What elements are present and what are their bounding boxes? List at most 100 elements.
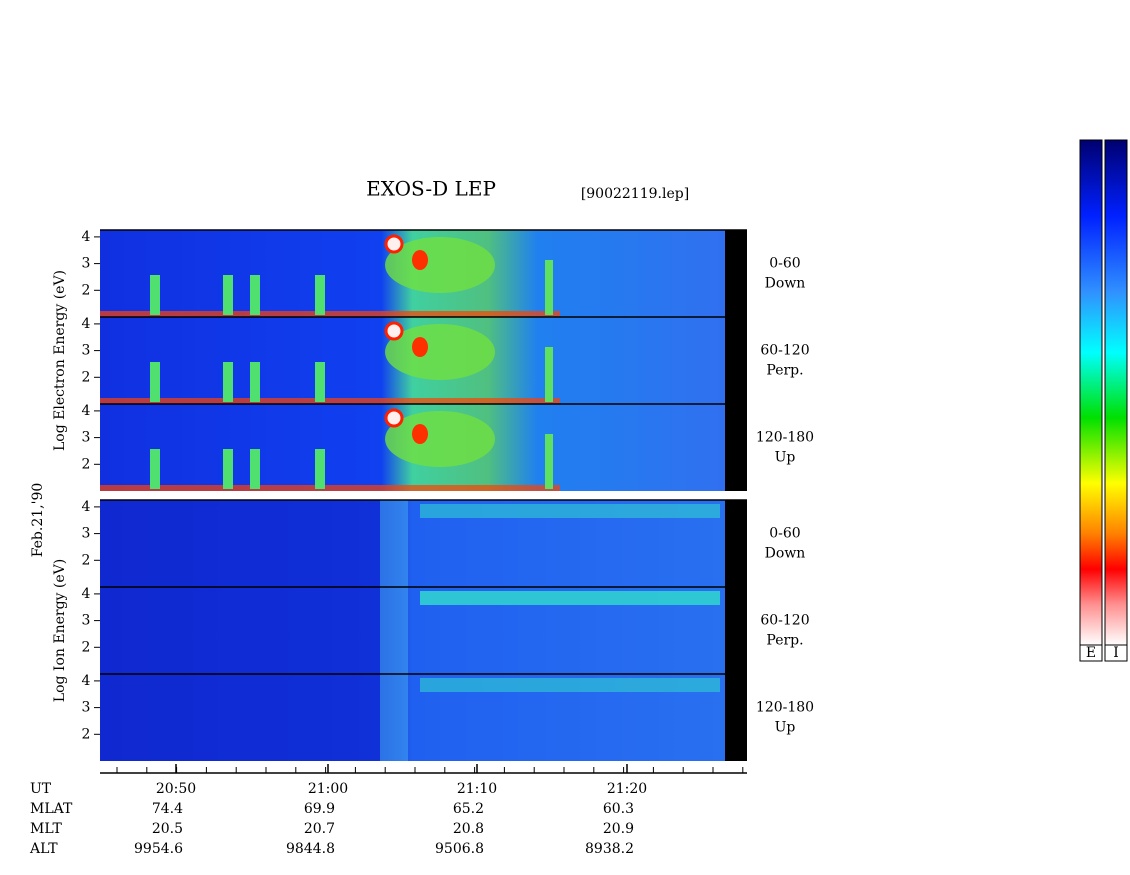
panel-direction: Up: [775, 450, 796, 466]
orbit-value: 20.5: [152, 821, 183, 837]
feature: [384, 321, 404, 341]
y-tick-label: 4: [82, 316, 91, 332]
feature: [315, 449, 325, 489]
black-strip: [725, 404, 747, 491]
feature: [412, 337, 428, 357]
y-tick-label: 2: [82, 369, 91, 385]
y-tick-label: 4: [82, 229, 91, 245]
y-tick-label: 4: [82, 673, 91, 689]
y-tick-label: 3: [82, 256, 91, 272]
y-tick-label: 4: [82, 499, 91, 515]
y-tick-label: 3: [82, 613, 91, 629]
title: EXOS-D LEP: [366, 177, 496, 201]
panel-range: 60-120: [760, 613, 809, 629]
panel-range: 120-180: [756, 700, 814, 716]
y-tick-label: 2: [82, 639, 91, 655]
feature: [384, 408, 404, 428]
low-energy-band: [100, 485, 560, 491]
orbit-value: 20.9: [603, 821, 634, 837]
row-name: MLAT: [30, 801, 73, 817]
feature: [420, 591, 720, 605]
y-tick-label: 4: [82, 403, 91, 419]
color-bar-label: E: [1086, 645, 1096, 661]
panel-direction: Down: [765, 276, 806, 292]
panel-range: 0-60: [769, 526, 800, 542]
orbit-value: 65.2: [453, 801, 484, 817]
feature: [545, 347, 553, 402]
feature: [150, 275, 160, 315]
species-label: Log Electron Energy (eV): [52, 270, 68, 451]
color-bar-label-box: [1104, 644, 1128, 662]
feature: [150, 362, 160, 402]
black-strip: [725, 674, 747, 761]
y-tick-label: 2: [82, 552, 91, 568]
date-label: Feb.21,'90: [30, 483, 46, 558]
feature: [380, 500, 408, 587]
feature: [385, 237, 495, 293]
feature: [315, 275, 325, 315]
feature: [380, 674, 408, 761]
orbit-value: 9954.6: [134, 841, 183, 857]
y-tick-label: 3: [82, 526, 91, 542]
orbit-value: 60.3: [603, 801, 634, 817]
black-strip: [725, 500, 747, 587]
y-tick-label: 2: [82, 726, 91, 742]
species-label: Log Ion Energy (eV): [52, 559, 68, 702]
color-bar-label-box: [1079, 644, 1103, 662]
row-name: ALT: [29, 841, 58, 857]
black-strip: [725, 317, 747, 404]
feature: [250, 449, 260, 489]
feature: [545, 260, 553, 315]
feature: [545, 434, 553, 489]
y-tick-label: 2: [82, 456, 91, 472]
panel-direction: Up: [775, 720, 796, 736]
feature: [250, 275, 260, 315]
feature: [385, 411, 495, 467]
black-strip: [725, 587, 747, 674]
orbit-value: 9506.8: [435, 841, 484, 857]
feature: [420, 504, 720, 518]
orbit-value: 20.7: [304, 821, 335, 837]
time-label: 20:50: [156, 781, 196, 797]
black-strip: [725, 230, 747, 317]
orbit-value: 9844.8: [286, 841, 335, 857]
orbit-value: 8938.2: [585, 841, 634, 857]
feature: [420, 678, 720, 692]
feature: [315, 362, 325, 402]
panel-range: 0-60: [769, 256, 800, 272]
row-name: UT: [30, 781, 52, 797]
feature: [384, 234, 404, 254]
panel-direction: Perp.: [766, 633, 803, 649]
panel-direction: Down: [765, 546, 806, 562]
feature: [223, 449, 233, 489]
time-label: 21:10: [457, 781, 497, 797]
y-tick-label: 2: [82, 282, 91, 298]
time-label: 21:00: [308, 781, 348, 797]
feature: [250, 362, 260, 402]
feature: [380, 587, 408, 674]
panel-direction: Perp.: [766, 363, 803, 379]
panel-range: 120-180: [756, 430, 814, 446]
row-name: MLT: [30, 821, 62, 837]
feature: [412, 250, 428, 270]
color-bar-label: I: [1113, 645, 1119, 661]
feature: [223, 275, 233, 315]
y-tick-label: 3: [82, 430, 91, 446]
feature: [412, 424, 428, 444]
feature: [385, 324, 495, 380]
y-tick-label: 3: [82, 700, 91, 716]
time-label: 21:20: [607, 781, 647, 797]
feature: [150, 449, 160, 489]
orbit-value: 69.9: [304, 801, 335, 817]
color-bar: [1104, 139, 1128, 646]
panel-range: 60-120: [760, 343, 809, 359]
orbit-value: 20.8: [453, 821, 484, 837]
low-energy-band: [100, 398, 560, 404]
color-bar: [1079, 139, 1103, 646]
feature: [223, 362, 233, 402]
orbit-value: 74.4: [152, 801, 183, 817]
y-tick-label: 3: [82, 343, 91, 359]
file-name: [90022119.lep]: [581, 186, 689, 202]
y-tick-label: 4: [82, 586, 91, 602]
